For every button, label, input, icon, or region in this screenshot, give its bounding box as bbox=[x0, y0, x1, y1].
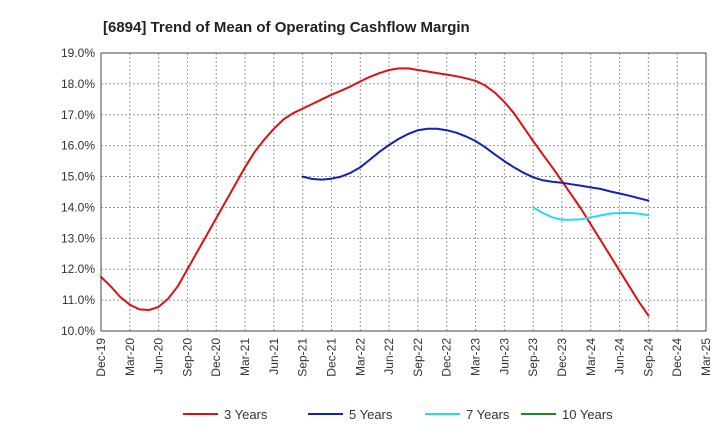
y-tick-label: 17.0% bbox=[61, 108, 95, 122]
x-tick-label: Jun-24 bbox=[613, 338, 627, 375]
x-tick-label: Sep-21 bbox=[296, 338, 310, 377]
x-tick-label: Dec-24 bbox=[670, 338, 684, 377]
legend-label-3-years: 3 Years bbox=[224, 407, 268, 422]
x-tick-label: Mar-22 bbox=[353, 338, 367, 376]
series-layer bbox=[100, 67, 650, 317]
x-tick-label: Dec-20 bbox=[209, 338, 223, 377]
x-tick-label: Mar-23 bbox=[469, 338, 483, 376]
x-tick-label: Jun-23 bbox=[497, 338, 511, 375]
y-tick-label: 13.0% bbox=[61, 231, 95, 245]
legend-label-10-years: 10 Years bbox=[562, 407, 613, 422]
y-tick-label: 16.0% bbox=[61, 139, 95, 153]
legend: 3 Years 5 Years 7 Years 10 Years bbox=[183, 407, 613, 422]
chart-title: [6894] Trend of Mean of Operating Cashfl… bbox=[103, 19, 470, 36]
series-line-5-years bbox=[301, 127, 650, 202]
x-tick-label: Mar-21 bbox=[238, 338, 252, 376]
x-tick-label: Mar-25 bbox=[699, 338, 713, 376]
x-tick-label: Sep-24 bbox=[641, 338, 655, 377]
series-line-7-years bbox=[532, 206, 650, 221]
x-tick-label: Dec-19 bbox=[94, 338, 108, 377]
x-tick-label: Dec-21 bbox=[324, 338, 338, 377]
y-tick-label: 15.0% bbox=[61, 170, 95, 184]
y-axis-ticks: 10.0% 11.0% 12.0% 13.0% 14.0% 15.0% 16.0% 17.0%… bbox=[61, 46, 95, 338]
x-tick-label: Dec-22 bbox=[440, 338, 454, 377]
x-tick-label: Dec-23 bbox=[555, 338, 569, 377]
y-tick-label: 12.0% bbox=[61, 262, 95, 276]
y-tick-label: 11.0% bbox=[62, 293, 95, 307]
legend-label-5-years: 5 Years bbox=[349, 407, 393, 422]
x-tick-label: Mar-20 bbox=[123, 338, 137, 376]
legend-label-7-years: 7 Years bbox=[466, 407, 510, 422]
y-tick-label: 10.0% bbox=[61, 324, 95, 338]
x-tick-label: Jun-20 bbox=[152, 338, 166, 375]
x-tick-label: Sep-23 bbox=[526, 338, 540, 377]
y-tick-label: 14.0% bbox=[61, 200, 95, 214]
x-tick-label: Sep-20 bbox=[180, 338, 194, 377]
x-tick-label: Mar-24 bbox=[584, 338, 598, 376]
x-tick-label: Jun-21 bbox=[267, 338, 281, 375]
x-tick-label: Sep-22 bbox=[411, 338, 425, 377]
x-axis-ticks: Dec-19 Mar-20 Jun-20 Sep-20 Dec-20 Mar-21 Jun-… bbox=[94, 338, 713, 377]
x-tick-label: Jun-22 bbox=[382, 338, 396, 375]
y-tick-label: 18.0% bbox=[61, 77, 95, 91]
plot-frame bbox=[100, 52, 707, 332]
series-line-3-years bbox=[100, 67, 650, 317]
y-tick-label: 19.0% bbox=[61, 46, 95, 60]
